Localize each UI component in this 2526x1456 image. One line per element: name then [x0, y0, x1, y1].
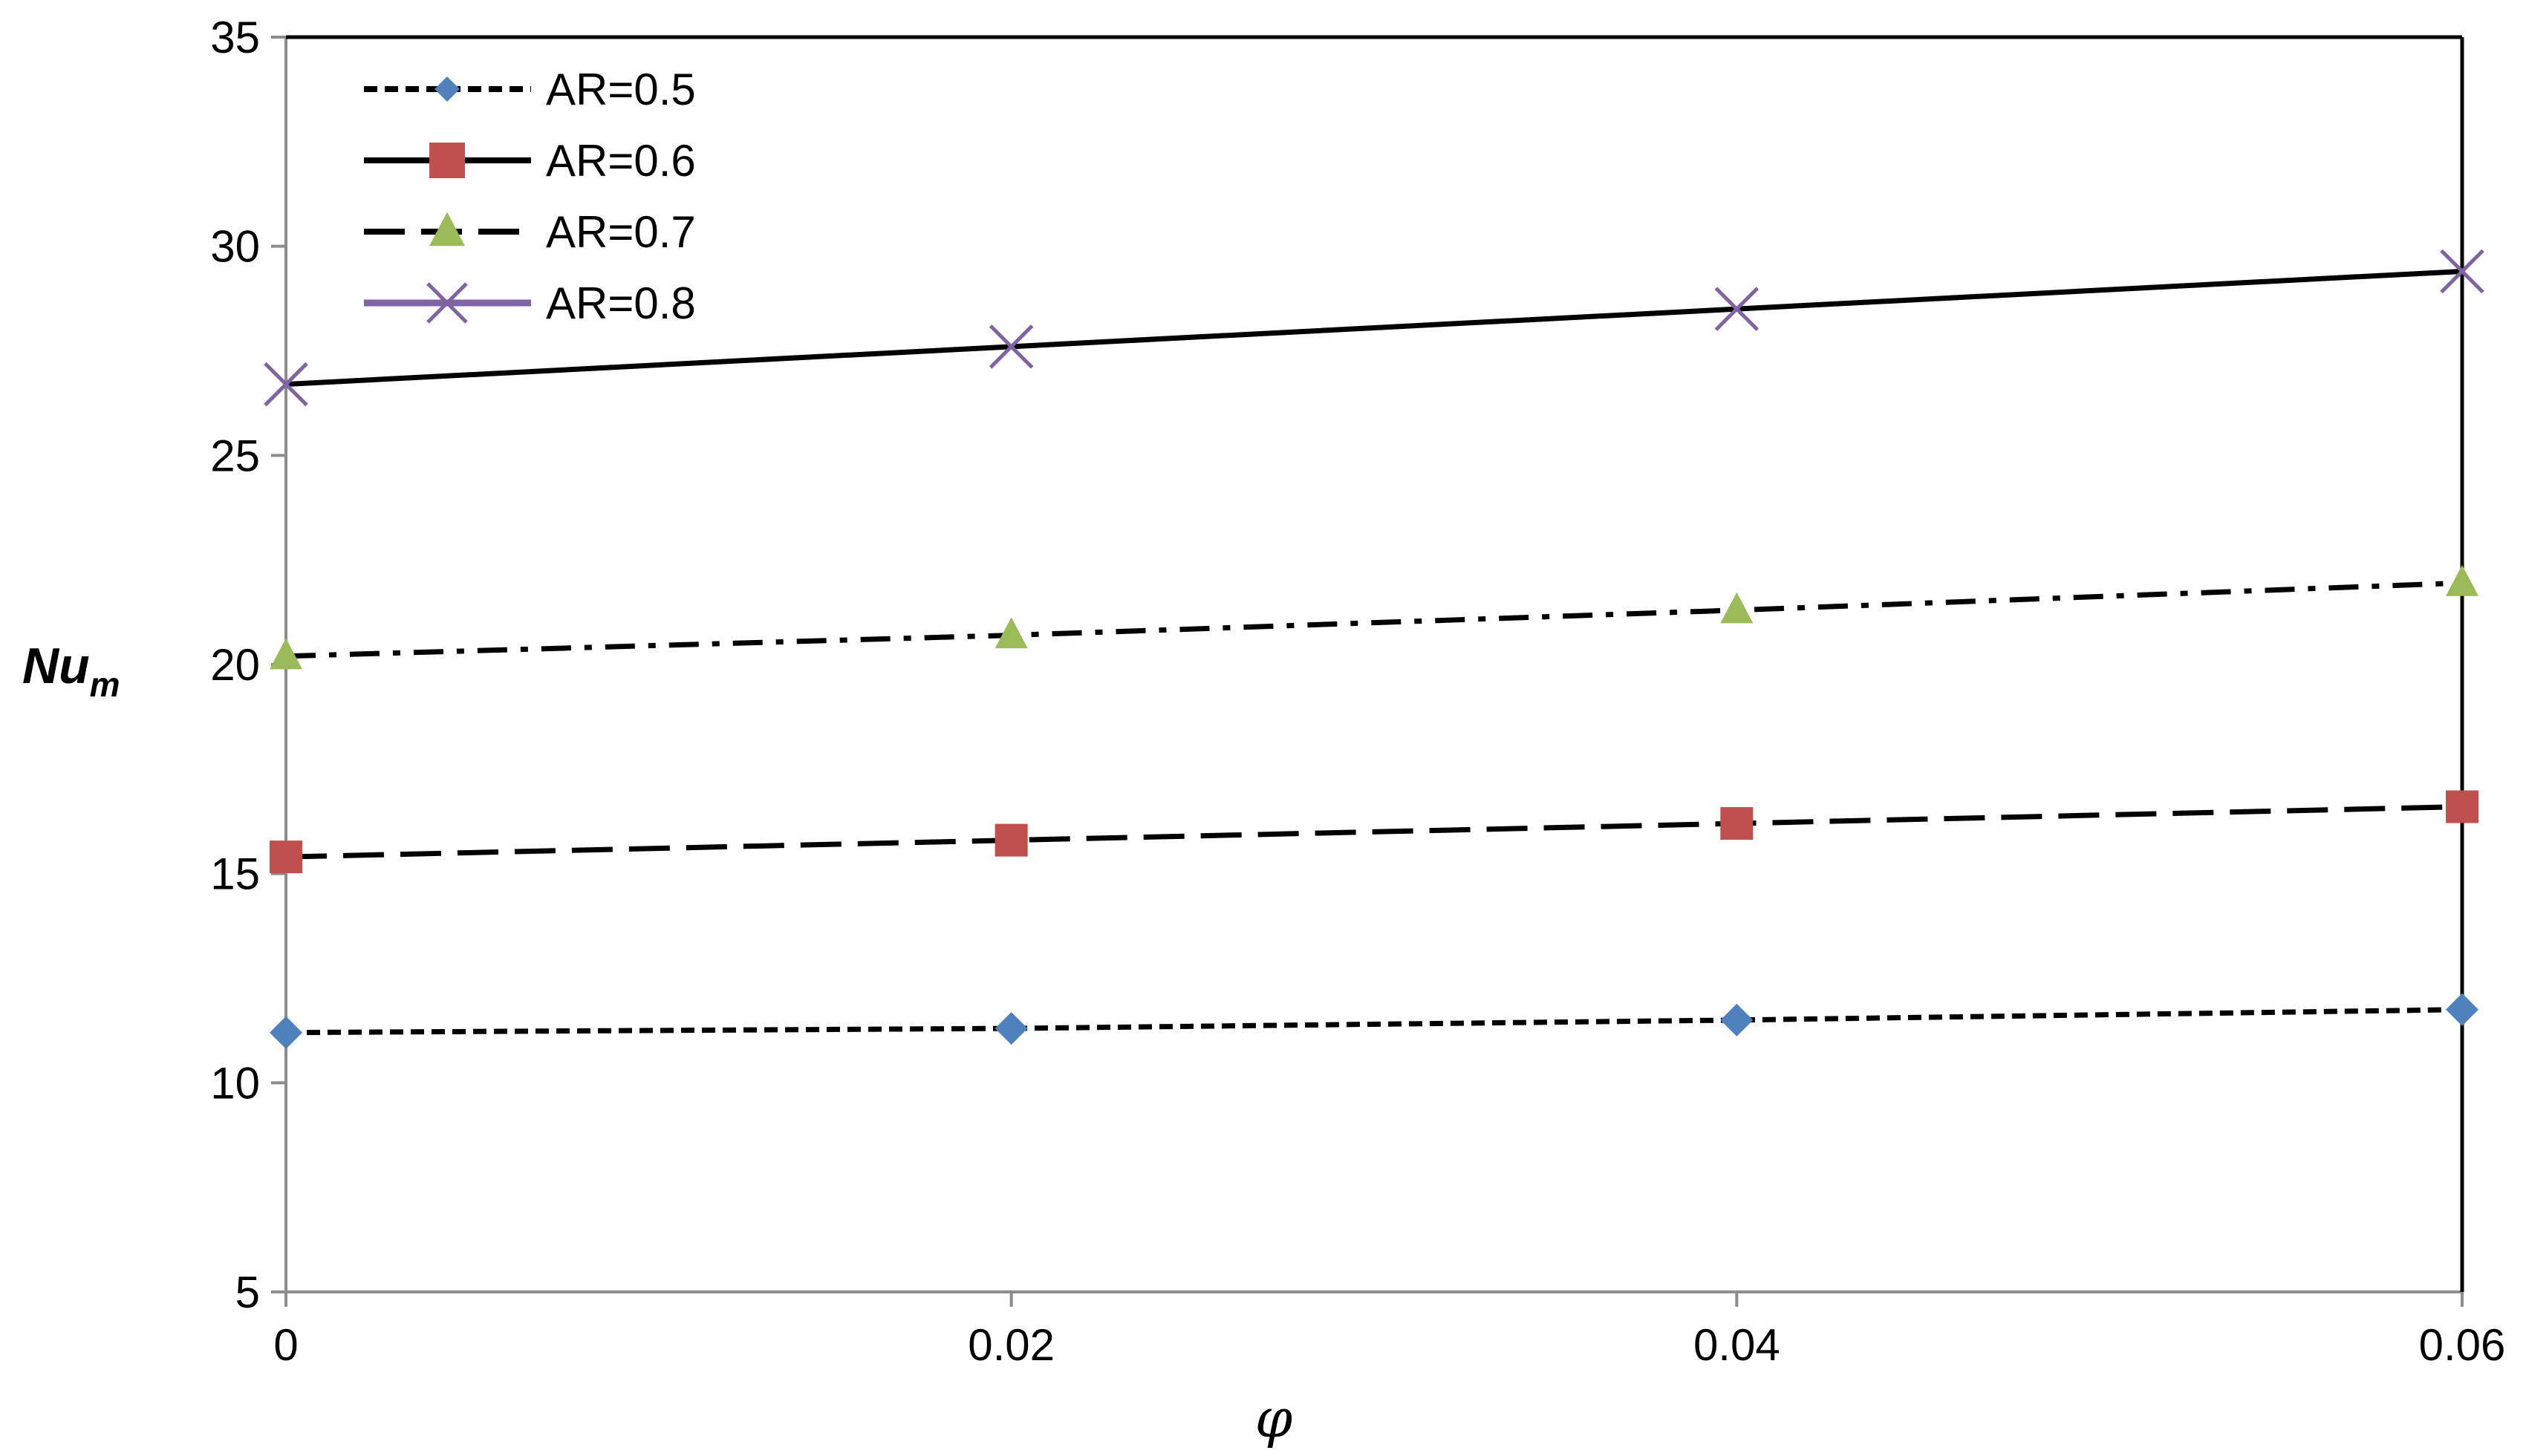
data-point-4	[989, 324, 1034, 369]
y-tick-label: 10	[210, 1058, 260, 1108]
legend-label: AR=0.6	[546, 136, 696, 186]
y-axis-label-subscript: m	[90, 665, 120, 704]
series-line-4	[285, 268, 2463, 388]
data-point-2	[270, 840, 302, 874]
legend-marker-2	[429, 143, 465, 178]
y-tick-label: 15	[210, 849, 260, 899]
data-point-4	[2440, 249, 2484, 294]
y-axis-label-main: Nu	[22, 638, 90, 694]
y-tick-label: 25	[210, 431, 260, 480]
data-point-1	[270, 1016, 302, 1049]
x-tick-label: 0	[273, 1320, 298, 1370]
series-lines	[285, 268, 2463, 1036]
x-tick-label: 0.06	[2419, 1320, 2506, 1370]
data-point-3	[2446, 564, 2478, 596]
y-tick-label: 5	[235, 1267, 260, 1317]
data-point-2	[1720, 807, 1754, 840]
series-line-2	[285, 804, 2463, 860]
x-tick-label: 0.04	[1693, 1320, 1780, 1370]
data-point-1	[1720, 1003, 1754, 1036]
data-point-2	[2446, 790, 2478, 823]
data-point-3	[995, 617, 1028, 649]
data-point-4	[264, 362, 308, 407]
y-tick-label: 30	[210, 222, 260, 272]
legend-marker-4	[426, 282, 468, 324]
legend-label: AR=0.5	[546, 65, 696, 114]
legend: AR=0.5 AR=0.6 AR=0.7 AR=0.8	[364, 65, 696, 328]
series-line-1	[285, 1007, 2463, 1036]
data-point-1	[995, 1012, 1028, 1045]
data-point-3	[270, 638, 302, 670]
legend-label: AR=0.8	[546, 278, 696, 328]
legend-marker-1	[434, 76, 460, 102]
y-axis-ticks: 5 10 15 20 25 30 35	[210, 13, 286, 1317]
x-axis-label: φ	[1255, 1387, 1293, 1449]
series-line-3	[285, 580, 2463, 659]
data-point-1	[2446, 993, 2478, 1026]
y-tick-label: 20	[210, 640, 260, 690]
y-tick-label: 35	[210, 13, 260, 62]
data-point-4	[1714, 287, 1760, 331]
y-axis-label: Num	[22, 638, 120, 704]
legend-label: AR=0.7	[546, 207, 696, 257]
x-axis-ticks: 0 0.02 0.04 0.06	[273, 1292, 2505, 1370]
data-point-3	[1720, 592, 1754, 624]
data-point-2	[995, 823, 1028, 857]
legend-marker-3	[429, 212, 465, 247]
series-markers	[264, 249, 2484, 1049]
x-tick-label: 0.02	[968, 1320, 1055, 1370]
